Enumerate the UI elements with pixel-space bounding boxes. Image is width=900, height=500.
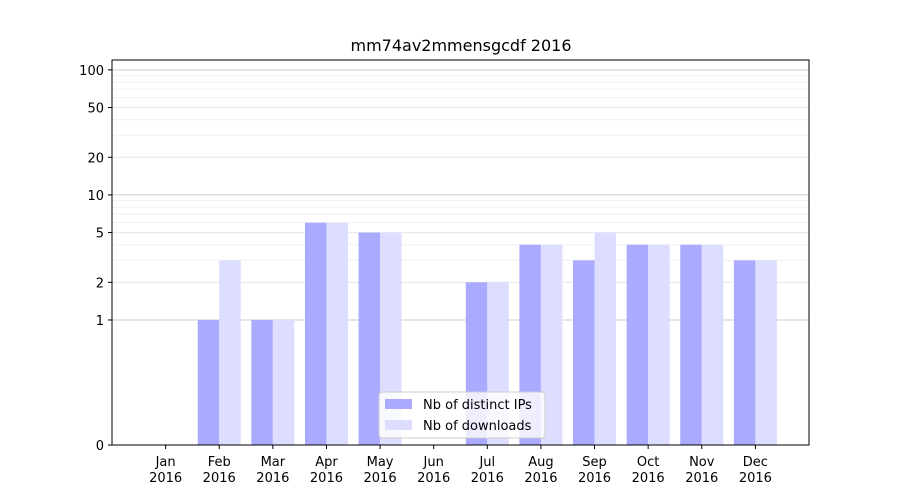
bar-downloads bbox=[701, 244, 724, 445]
x-tick-label-month: Jul bbox=[478, 455, 495, 470]
x-tick-label-month: Oct bbox=[637, 455, 659, 470]
x-tick-label-month: Feb bbox=[208, 455, 231, 470]
x-tick-label-month: Aug bbox=[528, 455, 553, 470]
x-tick-label-month: Apr bbox=[315, 455, 338, 470]
legend-label: Nb of distinct IPs bbox=[423, 398, 532, 413]
chart-title: mm74av2mmensgcdf 2016 bbox=[350, 36, 571, 55]
bar-distinct-ips bbox=[197, 319, 220, 445]
y-tick-label: 10 bbox=[87, 189, 104, 204]
x-tick-label-month: Mar bbox=[261, 455, 286, 470]
x-tick-label-year: 2016 bbox=[417, 471, 450, 486]
legend-label: Nb of downloads bbox=[423, 419, 532, 434]
x-tick-label-month: Dec bbox=[743, 455, 768, 470]
y-tick-label: 20 bbox=[87, 151, 104, 166]
bar-distinct-ips bbox=[733, 260, 756, 445]
x-axis: Jan2016Feb2016Mar2016Apr2016May2016Jun20… bbox=[149, 445, 772, 486]
x-tick-label-month: Sep bbox=[582, 455, 607, 470]
y-tick-label: 2 bbox=[96, 276, 104, 291]
x-tick-label-month: May bbox=[367, 455, 394, 470]
x-tick-label-year: 2016 bbox=[685, 471, 718, 486]
x-tick-label-year: 2016 bbox=[310, 471, 343, 486]
x-tick-label-month: Jan bbox=[155, 455, 176, 470]
bar-downloads bbox=[648, 244, 670, 445]
bar-distinct-ips bbox=[626, 244, 649, 445]
bar-downloads bbox=[755, 260, 777, 445]
legend-swatch bbox=[385, 399, 412, 409]
bar-downloads bbox=[540, 244, 563, 445]
y-tick-label: 1 bbox=[96, 314, 104, 329]
bar-distinct-ips bbox=[680, 244, 702, 445]
legend-box bbox=[378, 391, 546, 439]
x-tick-label-year: 2016 bbox=[632, 471, 665, 486]
bar-downloads bbox=[326, 222, 348, 445]
y-tick-label: 5 bbox=[96, 227, 104, 242]
y-tick-label: 0 bbox=[96, 439, 104, 454]
bar-downloads bbox=[594, 232, 617, 445]
x-tick-label-year: 2016 bbox=[578, 471, 611, 486]
x-tick-label-year: 2016 bbox=[364, 471, 397, 486]
plot-frame bbox=[111, 59, 810, 446]
x-tick-label-year: 2016 bbox=[149, 471, 182, 486]
x-tick-label-year: 2016 bbox=[203, 471, 236, 486]
bar-downloads bbox=[272, 319, 295, 445]
bar-distinct-ips bbox=[358, 232, 381, 445]
bar-downloads bbox=[219, 260, 241, 445]
y-tick-label: 100 bbox=[79, 64, 104, 79]
x-tick-label-year: 2016 bbox=[256, 471, 289, 486]
x-tick-label-month: Nov bbox=[689, 455, 715, 470]
x-tick-label-year: 2016 bbox=[471, 471, 504, 486]
legend-swatch bbox=[385, 420, 412, 430]
y-tick-label: 50 bbox=[87, 102, 104, 117]
bar-distinct-ips bbox=[251, 319, 273, 445]
y-axis: 0 1 2 5 10 20 50 100 bbox=[79, 64, 112, 454]
bar-distinct-ips bbox=[573, 260, 595, 445]
x-tick-label-year: 2016 bbox=[524, 471, 557, 486]
x-tick-label-year: 2016 bbox=[739, 471, 772, 486]
legend: Nb of distinct IPs Nb of downloads bbox=[378, 391, 546, 439]
x-tick-label-month: Jun bbox=[423, 455, 444, 470]
bar-distinct-ips bbox=[304, 222, 327, 445]
